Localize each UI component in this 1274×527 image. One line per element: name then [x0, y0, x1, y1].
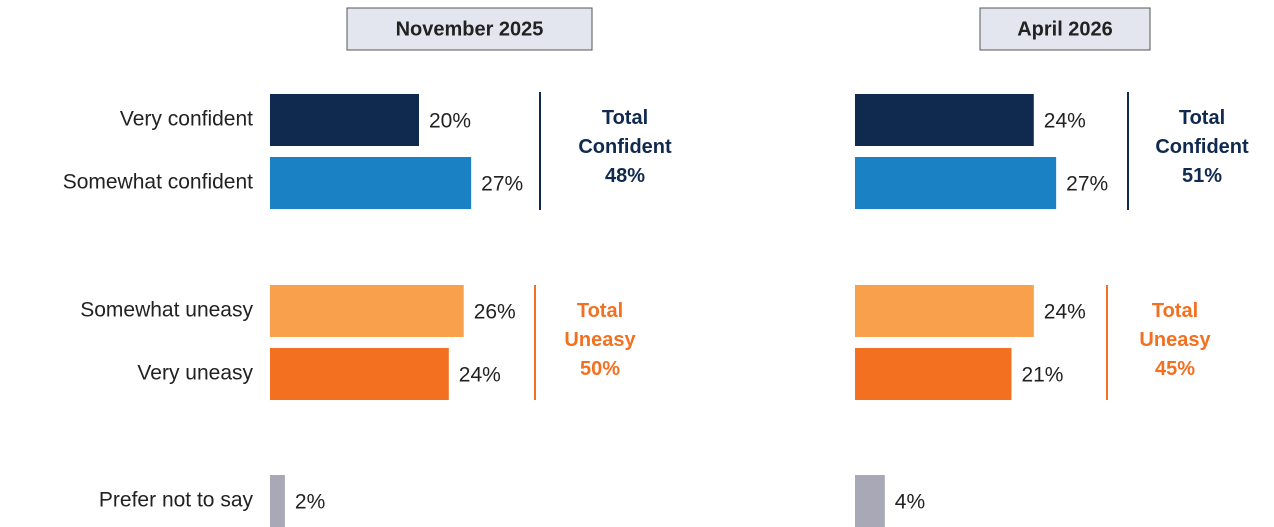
category-label: Somewhat confident [63, 171, 253, 194]
value-label: 27% [481, 173, 523, 196]
value-label: 21% [1021, 364, 1063, 387]
bar [270, 348, 449, 400]
value-label: 24% [1044, 301, 1086, 324]
bar [855, 94, 1034, 146]
value-label: 26% [474, 301, 516, 324]
bar [855, 475, 885, 527]
panel-header: April 2026 [1017, 18, 1113, 40]
category-label: Prefer not to say [99, 489, 254, 512]
panel-header: November 2025 [396, 18, 544, 40]
value-label: 24% [1044, 110, 1086, 133]
total-value: 48% [604, 165, 646, 187]
total-value: 50% [579, 358, 621, 380]
total-value: 51% [1181, 165, 1223, 187]
total-label: Total Uneasy [564, 300, 636, 351]
bar [270, 475, 285, 527]
value-label: 24% [459, 364, 501, 387]
bar [270, 94, 419, 146]
value-label: 20% [429, 110, 471, 133]
value-label: 2% [295, 491, 325, 514]
bar [855, 285, 1034, 337]
bar [270, 157, 472, 209]
total-label: Total Confident [1155, 107, 1249, 158]
total-value: 45% [1154, 358, 1196, 380]
total-label: Total Uneasy [1139, 300, 1211, 351]
panel-header-box [346, 7, 593, 51]
category-label: Very confident [120, 108, 253, 131]
bar [270, 285, 464, 337]
category-label: Somewhat uneasy [80, 299, 253, 322]
total-label: Total Confident [578, 107, 672, 158]
value-label: 4% [895, 491, 925, 514]
panel-header-box [979, 7, 1151, 51]
bar [855, 348, 1012, 400]
category-label: Very uneasy [137, 362, 253, 385]
value-label: 27% [1066, 173, 1108, 196]
bar [855, 157, 1057, 209]
